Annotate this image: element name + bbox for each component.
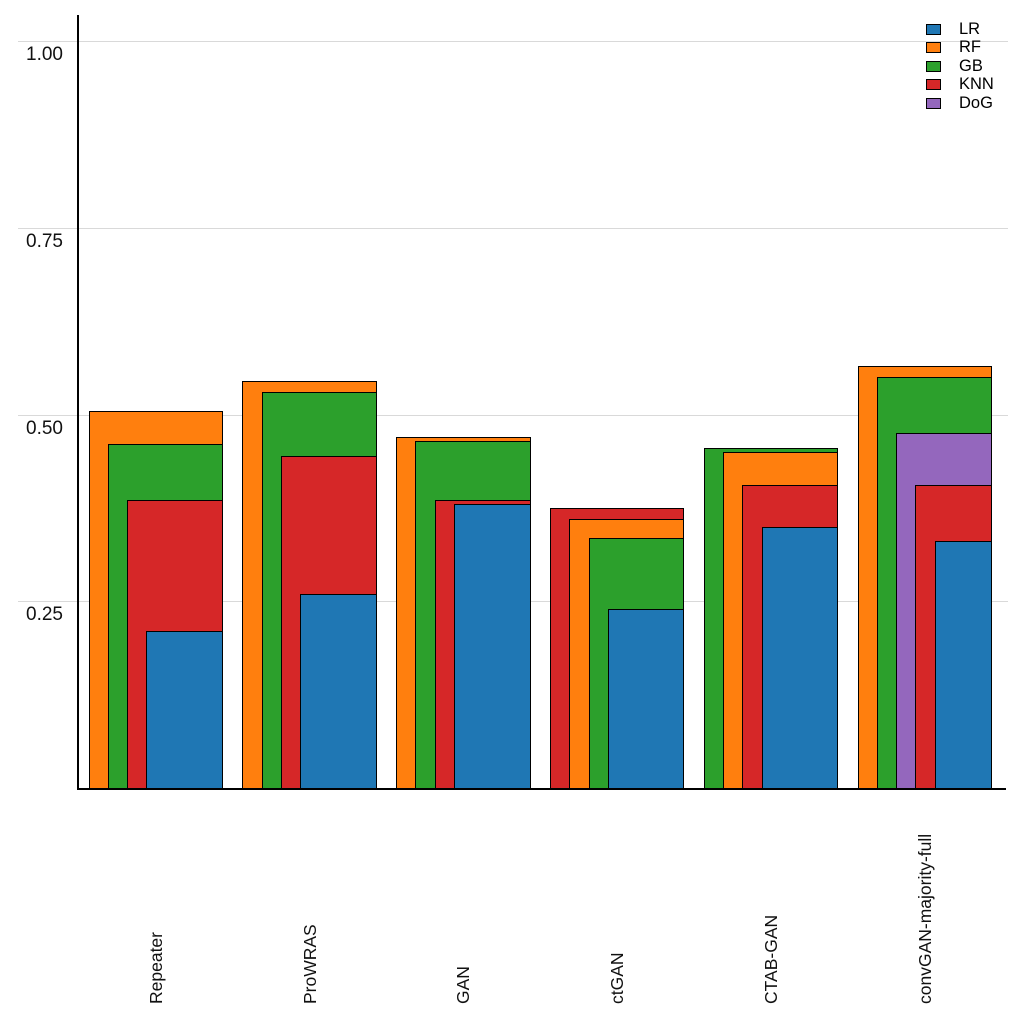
y-tick-label: 1.00 [26, 44, 63, 65]
bar-LR-CTAB-GAN [761, 526, 839, 790]
x-axis-label: Repeater [145, 932, 166, 1004]
bar-LR-convGAN-majority-full [934, 541, 992, 790]
bar-LR-ProWRAS [300, 593, 377, 790]
y-axis-spine [77, 15, 79, 789]
legend-item-RF: RF [926, 39, 994, 58]
legend-swatch-icon [926, 97, 941, 109]
legend-item-LR: LR [926, 20, 994, 39]
legend-label: RF [959, 38, 981, 57]
x-axis-baseline [77, 788, 1006, 790]
gridline [18, 41, 1008, 42]
legend-label: DoG [959, 93, 993, 112]
x-axis-label: ctGAN [607, 952, 628, 1004]
legend-label: LR [959, 19, 981, 38]
y-tick-label: 0.25 [26, 604, 63, 626]
y-tick-label: 0.75 [26, 230, 63, 252]
x-axis-label: ProWRAS [299, 924, 320, 1004]
legend-item-KNN: KNN [926, 76, 994, 95]
legend-label: GB [959, 56, 983, 75]
legend: LR RF GB KNN DoG [926, 20, 994, 113]
bar-LR-ctGAN [607, 608, 685, 790]
y-tick-label: 0.50 [26, 417, 63, 439]
x-axis-label: GAN [453, 966, 474, 1004]
legend-swatch-icon [926, 79, 941, 91]
legend-swatch-icon [926, 23, 941, 35]
x-axis-label: convGAN-majority-full [914, 833, 935, 1004]
x-axis-label: CTAB-GAN [760, 914, 781, 1004]
legend-swatch-icon [926, 60, 941, 72]
bar-LR-GAN [454, 504, 531, 790]
gridline [18, 414, 1008, 416]
legend-swatch-icon [926, 42, 941, 54]
legend-item-GB: GB [926, 57, 994, 76]
bar-LR-Repeater [146, 631, 223, 790]
gridline [18, 227, 1008, 229]
legend-label: KNN [959, 75, 994, 94]
legend-item-DoG: DoG [926, 94, 994, 113]
